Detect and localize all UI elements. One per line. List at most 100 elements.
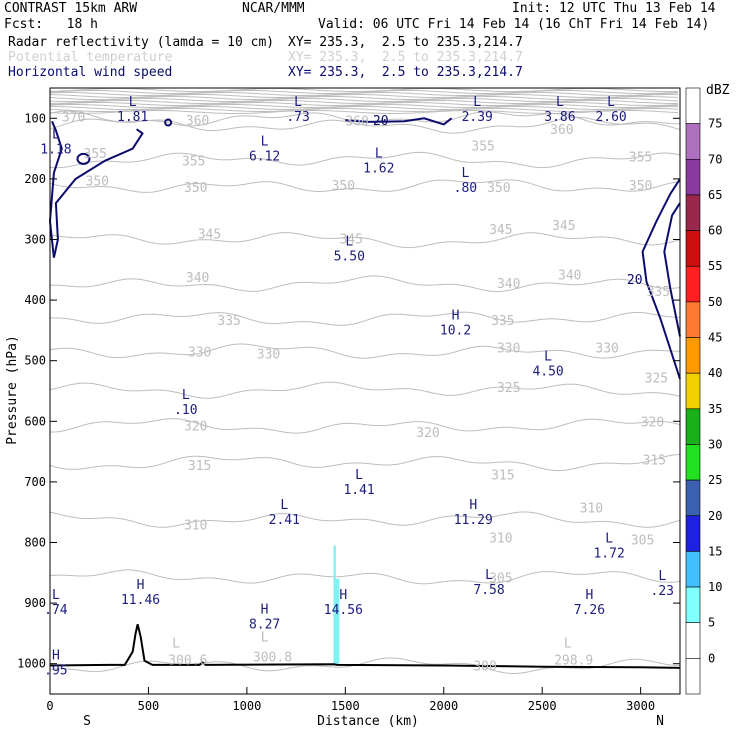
theta-label-23: 330 [188, 346, 211, 361]
theta-contour-305 [49, 569, 681, 585]
wind-extremum-value-0: 1.81 [117, 110, 148, 125]
wind-extremum-mark-18: L [658, 569, 666, 584]
wind-extremum-value-7: 1.62 [363, 162, 394, 177]
wind-extremum-value-3: 3.86 [544, 110, 575, 125]
wind-extremum-mark-9: L [345, 235, 353, 250]
theta-label-37: 310 [489, 532, 512, 547]
field-xy-reflectivity: XY= 235.3, 2.5 to 235.3,214.7 [288, 35, 523, 50]
theta-contour-340 [49, 275, 681, 293]
wind-contour-label-0: 20 [373, 114, 389, 129]
x-tick-label-4: 2000 [429, 699, 458, 713]
wind-extremum-value-6: 6.12 [249, 150, 280, 165]
wind-extremum-value-21: 14.56 [324, 603, 363, 618]
wind-extremum-value-5: 1.18 [40, 142, 71, 157]
x-tick-label-6: 3000 [626, 699, 655, 713]
colorbar-bin-3 [685, 194, 701, 231]
theta-low-mark-0: L [172, 636, 180, 651]
wind-extremum-value-19: .74 [44, 603, 68, 618]
colorbar-tick-30: 30 [708, 437, 722, 451]
x-tick-label-0: 0 [46, 699, 53, 713]
theta-label-30: 320 [416, 426, 439, 441]
theta-label-17: 340 [186, 271, 209, 286]
theta-label-32: 315 [188, 459, 211, 474]
wind-extremum-mark-22: H [586, 588, 594, 603]
org-label: NCAR/MMM [242, 1, 305, 16]
colorbar-tick-60: 60 [708, 224, 722, 238]
theta-contour-325 [49, 381, 681, 399]
theta-contour-300 [49, 657, 681, 674]
wind-extremum-mark-10: H [452, 308, 460, 323]
wind-extremum-mark-4: L [607, 95, 615, 110]
colorbar-tick-55: 55 [708, 259, 722, 273]
plot-frame [49, 87, 681, 695]
wind-extremum-value-12: .10 [174, 403, 197, 418]
colorbar-tick-75: 75 [708, 117, 722, 131]
theta-label-1: 360 [186, 114, 209, 129]
wind-extremum-mark-21: H [339, 588, 347, 603]
theta-label-40: 300 [473, 660, 496, 675]
wind-extremum-value-8: .80 [454, 181, 477, 196]
valid-time: Valid: 06 UTC Fri 14 Feb 14 (16 ChT Fri … [318, 17, 710, 32]
contour-labels: 370 360 360 360 355 355 355 355 350 350 350 350 350 3… [40, 95, 674, 678]
colorbar-bin-4 [685, 230, 701, 267]
colorbar-bin-7 [685, 337, 701, 374]
colorbar-tick-15: 15 [708, 544, 722, 558]
x-tick-label-3: 1500 [331, 699, 360, 713]
x-axis-label: Distance (km) [317, 714, 419, 729]
wind-extremum-value-2: 2.39 [462, 110, 493, 125]
wind-20-contour-4 [663, 202, 681, 337]
y-tick-label-9: 1000 [17, 657, 46, 671]
wind-extremum-mark-17: L [485, 568, 493, 583]
theta-label-11: 350 [487, 181, 510, 196]
theta-label-31: 320 [641, 415, 664, 430]
theta-label-4: 355 [84, 147, 107, 162]
theta-label-7: 355 [629, 150, 652, 165]
wind-extremum-value-11: 4.50 [532, 365, 563, 380]
wind-contour-label-1: 20 [627, 273, 643, 288]
upper-dense-contours [49, 88, 679, 114]
radar-echo-1 [334, 578, 340, 664]
theta-label-13: 345 [198, 227, 221, 242]
theta-label-39: 305 [631, 533, 654, 548]
colorbar-bin-11 [685, 479, 701, 517]
x-tick-label-1: 500 [138, 699, 160, 713]
wind-extremum-mark-7: L [375, 147, 383, 162]
theta-label-0: 370 [62, 110, 85, 125]
wind-extremum-mark-19: L [52, 588, 60, 603]
colorbar-bin-2 [685, 158, 701, 196]
field-xy-wind: XY= 235.3, 2.5 to 235.3,214.7 [288, 65, 523, 80]
theta-label-14: 345 [339, 232, 362, 247]
theta-label-15: 345 [489, 223, 512, 238]
wind-extremum-mark-8: L [461, 166, 469, 181]
theta-label-10: 350 [332, 179, 355, 194]
theta-label-8: 350 [86, 175, 109, 190]
y-axis-label: Pressure (hPa) [5, 335, 20, 445]
field-label-wind: Horizontal wind speed [8, 65, 173, 80]
wind-extremum-mark-23: H [261, 602, 269, 617]
colorbar-tick-0: 0 [708, 651, 715, 665]
y-tick-label-7: 800 [24, 536, 46, 550]
theta-label-18: 340 [497, 277, 520, 292]
upper-theta-contour-5 [49, 98, 679, 102]
wind-extremum-mark-2: L [473, 95, 481, 110]
theta-label-16: 345 [552, 219, 575, 234]
y-tick-label-0: 100 [24, 111, 46, 125]
upper-theta-contour-8 [49, 104, 679, 108]
wind-extremum-value-22: 7.26 [574, 603, 605, 618]
y-tick-label-3: 400 [24, 293, 46, 307]
wind-extremum-value-23: 8.27 [249, 617, 280, 632]
upper-theta-contour-3 [50, 94, 679, 98]
y-tick-label-2: 300 [24, 233, 46, 247]
colorbar-bin-14 [685, 586, 701, 624]
theta-low-mark-2: L [564, 636, 572, 651]
x-tick-label-2: 1000 [232, 699, 261, 713]
theta-label-36: 310 [580, 501, 603, 516]
theta-contour-315 [49, 454, 681, 472]
theta-contours [49, 110, 681, 674]
colorbar-tick-5: 5 [708, 616, 715, 630]
theta-label-25: 330 [497, 341, 520, 356]
wind-20-contour-1 [52, 128, 144, 258]
wind-extremum-value-9: 5.50 [334, 250, 365, 265]
colorbar-tick-25: 25 [708, 473, 722, 487]
wind-extremum-mark-5: L [52, 127, 60, 142]
